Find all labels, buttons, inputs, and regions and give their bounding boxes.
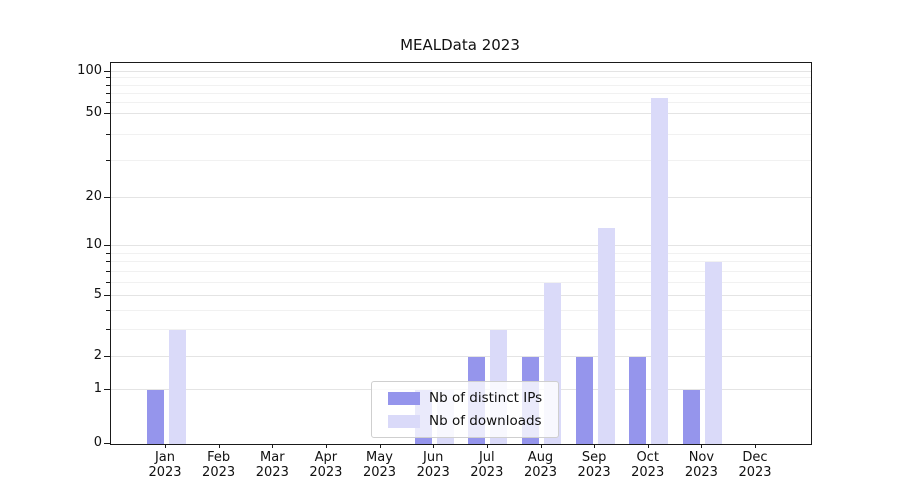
legend: Nb of distinct IPs Nb of downloads: [371, 381, 560, 438]
y-tick-label: 5: [93, 287, 102, 302]
gridline-minor: [111, 133, 811, 135]
gridline-minor: [111, 309, 811, 311]
gridline-major: [111, 295, 811, 296]
legend-label-distinct-ips: Nb of distinct IPs: [429, 390, 543, 406]
x-tick-label: Oct 2023: [631, 450, 665, 480]
x-tick-mark: [594, 444, 596, 448]
bar-nb-of-downloads-oct: [651, 98, 669, 444]
y-tick-label: 50: [85, 105, 102, 120]
y-minor-tick-mark: [106, 133, 110, 135]
y-minor-tick-mark: [106, 261, 110, 263]
x-tick-label: Sep 2023: [577, 450, 611, 480]
y-tick-mark: [104, 389, 110, 390]
legend-item-distinct-ips: Nb of distinct IPs: [388, 390, 542, 406]
gridline-minor: [111, 329, 811, 330]
x-tick-label: May 2023: [362, 450, 397, 480]
gridline-minor: [111, 77, 811, 79]
x-tick-mark: [433, 444, 435, 448]
x-tick-label: Jul 2023: [470, 450, 504, 480]
gridline-minor: [111, 84, 811, 86]
y-tick-mark: [104, 197, 110, 198]
x-tick-label: Jan 2023: [148, 450, 182, 480]
gridline-minor: [111, 252, 811, 254]
bar-nb-of-distinct-ips-nov: [682, 390, 700, 444]
plot-area: Nb of distinct IPs Nb of downloads: [110, 62, 812, 445]
y-tick-label: 10: [85, 237, 102, 252]
x-tick-mark: [165, 444, 166, 448]
bar-nb-of-distinct-ips-sep: [575, 357, 593, 444]
gridline-major: [111, 197, 811, 198]
y-minor-tick-mark: [106, 77, 110, 79]
y-tick-label: 1: [93, 381, 102, 396]
y-minor-tick-mark: [106, 309, 110, 311]
y-tick-label: 0: [93, 435, 102, 450]
legend-item-downloads: Nb of downloads: [388, 413, 542, 429]
x-tick-mark: [540, 444, 542, 448]
y-tick-label: 20: [85, 189, 102, 204]
x-tick-label: Nov 2023: [684, 450, 718, 480]
y-minor-tick-mark: [106, 92, 110, 94]
y-tick-mark: [104, 245, 110, 246]
gridline-minor: [111, 261, 811, 263]
y-tick-mark: [104, 71, 110, 72]
x-tick-mark: [325, 444, 327, 448]
y-tick-label: 2: [93, 348, 102, 363]
bar-nb-of-downloads-nov: [704, 262, 722, 444]
gridline-minor: [111, 270, 811, 272]
y-tick-label: 100: [77, 63, 102, 78]
gridline-minor: [111, 92, 811, 94]
x-tick-mark: [755, 444, 756, 448]
gridline-major: [111, 356, 811, 357]
x-tick-mark: [272, 444, 274, 448]
gridline-major: [111, 113, 811, 114]
gridline-minor: [111, 102, 811, 103]
legend-label-downloads: Nb of downloads: [429, 413, 542, 429]
y-tick-mark: [104, 356, 110, 357]
y-minor-tick-mark: [106, 159, 110, 161]
legend-swatch-downloads: [388, 414, 420, 428]
x-tick-label: Jun 2023: [416, 450, 450, 480]
x-tick-label: Feb 2023: [202, 450, 236, 480]
y-tick-mark: [104, 295, 110, 296]
y-tick-mark: [104, 443, 110, 444]
legend-swatch-distinct-ips: [388, 391, 420, 405]
bar-nb-of-downloads-sep: [597, 227, 615, 444]
y-minor-tick-mark: [106, 281, 110, 283]
gridline-minor: [111, 281, 811, 283]
bar-nb-of-distinct-ips-jan: [146, 390, 164, 444]
x-tick-mark: [647, 444, 649, 448]
y-minor-tick-mark: [106, 270, 110, 272]
x-tick-mark: [701, 444, 703, 448]
bar-nb-of-downloads-jan: [168, 330, 186, 444]
gridline-major: [111, 245, 811, 246]
x-tick-mark: [486, 444, 488, 448]
y-minor-tick-mark: [106, 84, 110, 86]
gridline-major: [111, 71, 811, 72]
x-tick-label: Mar 2023: [255, 450, 289, 480]
y-minor-tick-mark: [106, 329, 110, 330]
gridline-minor: [111, 159, 811, 161]
x-tick-label: Apr 2023: [309, 450, 343, 480]
bar-nb-of-distinct-ips-oct: [629, 357, 647, 444]
x-tick-label: Dec 2023: [738, 450, 772, 480]
x-tick-mark: [379, 444, 381, 448]
y-minor-tick-mark: [106, 102, 110, 103]
x-tick-label: Aug 2023: [523, 450, 558, 480]
chart-title: MEALData 2023: [400, 36, 520, 54]
y-tick-mark: [104, 113, 110, 114]
y-minor-tick-mark: [106, 252, 110, 254]
x-tick-mark: [218, 444, 220, 448]
